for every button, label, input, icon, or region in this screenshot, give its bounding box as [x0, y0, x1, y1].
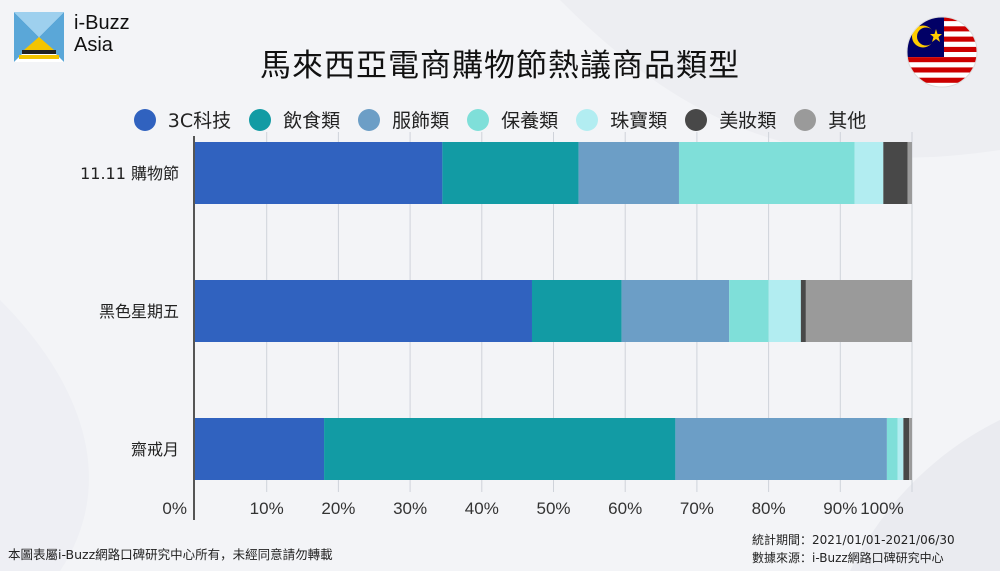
chart-legend: 3C科技 飲食類 服飾類 保養類 珠寶類 美妝類 其他: [100, 106, 900, 133]
bar-segment: [805, 280, 912, 342]
legend-item-3c: 3C科技: [133, 106, 232, 133]
bar-segment: [678, 142, 855, 204]
bar-segment: [903, 418, 910, 480]
logo-line1: i-Buzz: [74, 12, 130, 34]
bar-segment: [729, 280, 769, 342]
legend-label: 3C科技: [167, 110, 232, 132]
bar-segment: [324, 418, 676, 480]
legend-label: 其他: [828, 110, 867, 132]
legend-item-skincare: 保養類: [467, 106, 558, 133]
legend-label: 飲食類: [283, 110, 341, 132]
legend-swatch: [249, 108, 272, 131]
bar-segment: [195, 142, 443, 204]
bar-segment: [907, 142, 912, 204]
legend-swatch: [794, 108, 817, 131]
x-tick-label: 70%: [680, 499, 714, 518]
category-label: 齋戒月: [131, 440, 179, 459]
legend-label: 珠寶類: [610, 110, 668, 132]
legend-label: 美妝類: [719, 110, 777, 132]
legend-label: 服飾類: [392, 110, 450, 132]
legend-swatch: [576, 108, 599, 131]
x-tick-label: 60%: [608, 499, 642, 518]
legend-label: 保養類: [501, 110, 559, 132]
legend-swatch: [467, 108, 490, 131]
x-tick-label: 0%: [162, 499, 187, 518]
x-tick-label: 20%: [321, 499, 355, 518]
x-tick-label: 40%: [465, 499, 499, 518]
data-source: 數據來源：i-Buzz網路口碑研究中心: [752, 551, 944, 565]
statistics-period: 統計期間：2021/01/01-2021/06/30: [752, 533, 955, 547]
bar-segment: [800, 280, 806, 342]
bar-segment: [195, 418, 325, 480]
bar-segment: [886, 418, 898, 480]
bar-segment: [768, 280, 801, 342]
bar-segment: [854, 142, 884, 204]
x-tick-label: 10%: [250, 499, 284, 518]
bar-segment: [578, 142, 679, 204]
bar-segment: [883, 142, 908, 204]
chart-title: 馬來西亞電商購物節熱議商品類型: [260, 48, 740, 84]
x-tick-label: 30%: [393, 499, 427, 518]
legend-item-apparel: 服飾類: [358, 106, 449, 133]
copyright-note: 本圖表屬i-Buzz網路口碑研究中心所有，未經同意請勿轉載: [8, 547, 333, 562]
x-tick-label: 100%: [860, 499, 903, 518]
x-tick-label: 50%: [536, 499, 570, 518]
bar-segment: [897, 418, 904, 480]
ibuzz-logo-icon: [14, 12, 64, 62]
bar-segment: [195, 280, 532, 342]
source-note: 統計期間：2021/01/01-2021/06/30 數據來源：i-Buzz網路…: [752, 531, 955, 567]
category-label: 11.11 購物節: [80, 164, 179, 183]
legend-item-makeup: 美妝類: [685, 106, 776, 133]
bar-segment: [531, 280, 622, 342]
legend-item-jewelry: 珠寶類: [576, 106, 667, 133]
bar-segment: [909, 418, 912, 480]
legend-item-food: 飲食類: [249, 106, 340, 133]
legend-swatch: [358, 108, 381, 131]
bar-segment: [442, 142, 579, 204]
category-label: 黑色星期五: [99, 302, 179, 321]
bar-segment: [621, 280, 730, 342]
legend-swatch: [685, 108, 708, 131]
malaysia-flag-icon: [906, 16, 978, 88]
x-tick-label: 80%: [752, 499, 786, 518]
legend-swatch: [133, 108, 156, 131]
x-tick-label: 90%: [823, 499, 857, 518]
bar-segment: [675, 418, 887, 480]
brand-logo: i-Buzz Asia: [14, 12, 130, 62]
logo-line2: Asia: [74, 34, 113, 56]
legend-item-other: 其他: [794, 106, 866, 133]
